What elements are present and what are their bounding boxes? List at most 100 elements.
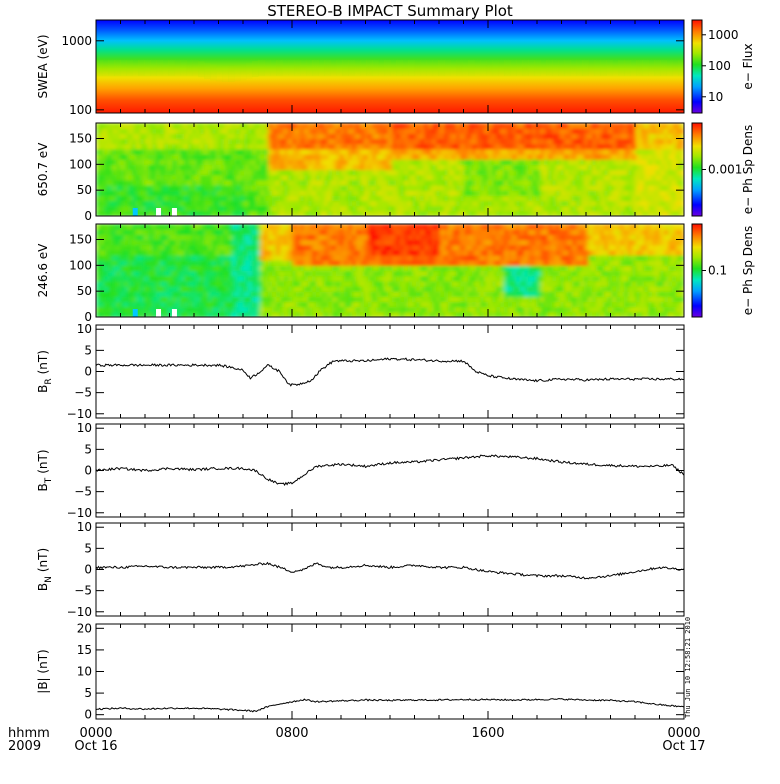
swea-cell: [498, 60, 505, 76]
pad-650-panel-cell: [384, 159, 389, 165]
pad-246-panel-cell: [220, 255, 225, 261]
pad-246-panel-cell: [484, 275, 489, 282]
pad-246-panel-cell: [296, 234, 301, 241]
pad-246-panel-cell: [396, 286, 401, 292]
pad-650-panel-cell: [600, 138, 605, 145]
pad-246-panel-cell: [500, 224, 505, 230]
pad-246-panel-cell: [340, 249, 345, 256]
pad-650-panel-cell: [116, 143, 121, 150]
pad-650-panel-cell: [476, 148, 481, 155]
pad-246-panel-cell: [408, 229, 413, 235]
pad-650-panel-cell: [392, 200, 397, 207]
pad-650-panel-cell: [568, 205, 573, 212]
pad-650-panel-cell: [284, 195, 289, 202]
pad-246-panel-cell: [212, 280, 217, 287]
pad-650-panel-cell: [472, 190, 477, 196]
pad-650-panel-cell: [668, 190, 673, 196]
pad-246-panel-cell: [268, 244, 273, 251]
pad-650-panel-cell: [280, 128, 285, 134]
pad-246-panel-cell: [540, 239, 545, 246]
swea-cell: [438, 60, 445, 76]
pad-246-panel-cell: [548, 306, 553, 313]
pad-650-panel-cell: [568, 133, 573, 140]
pad-650-panel-cell: [576, 143, 581, 150]
pad-246-panel-cell: [136, 291, 141, 297]
pad-650-panel-cell: [596, 133, 601, 140]
pad-650-panel-cell: [460, 205, 465, 212]
pad-650-panel-cell: [120, 190, 125, 196]
pad-650-panel-cell: [656, 174, 661, 181]
pad-246-panel-cell: [292, 286, 297, 292]
pad-650-panel-cell: [592, 169, 597, 176]
pad-650-panel-cell: [432, 123, 437, 129]
pad-650-panel-cell: [244, 169, 249, 176]
pad-650-panel-cell: [328, 138, 333, 145]
pad-650-panel-cell: [288, 159, 293, 165]
pad-650-panel-cell: [448, 205, 453, 212]
pad-246-panel-cell: [488, 249, 493, 256]
pad-246-panel-cell: [256, 296, 261, 303]
pad-650-panel-cell: [208, 154, 213, 160]
pad-650-panel-cell: [648, 185, 653, 191]
pad-246-panel-cell: [144, 244, 149, 251]
pad-650-panel-cell: [440, 128, 445, 134]
pad-246-panel-cell: [216, 260, 221, 266]
pad-650-panel-cell: [576, 190, 581, 196]
pad-650-panel-cell: [132, 169, 137, 176]
pad-246-panel-cell: [128, 280, 133, 287]
pad-650-panel-cell: [304, 205, 309, 212]
pad-650-panel-cell: [224, 123, 229, 129]
pad-246-panel-cell: [176, 270, 181, 277]
pad-650-panel-cell: [176, 138, 181, 145]
pad-246-panel-cell: [476, 234, 481, 241]
pad-246-panel-cell: [480, 306, 485, 313]
pad-650-panel-cell: [456, 159, 461, 165]
pad-650-panel-cell: [120, 169, 125, 176]
pad-650-panel-cell: [380, 154, 385, 160]
pad-246-panel-cell: [536, 291, 541, 297]
pad-650-panel-cell: [380, 164, 385, 171]
pad-246-panel-cell: [380, 224, 385, 230]
pad-650-panel-cell: [680, 128, 684, 134]
pad-650-panel-cell: [612, 123, 617, 129]
pad-246-panel-cell: [288, 275, 293, 282]
pad-246-panel-cell: [372, 229, 377, 235]
pad-650-panel-cell: [552, 148, 557, 155]
pad-246-panel-cell: [160, 291, 165, 297]
pad-246-panel-cell: [328, 280, 333, 287]
pad-650-panel-cell: [356, 200, 361, 207]
pad-650-panel-cell: [108, 154, 113, 160]
pad-650-panel-cell: [568, 154, 573, 160]
pad-246-panel-cell: [496, 301, 501, 308]
pad-650-panel-cell: [104, 179, 109, 186]
pad-650-panel-cell: [516, 123, 521, 129]
pad-246-panel-cell: [188, 306, 193, 313]
pad-246-panel-cell: [228, 275, 233, 282]
pad-246-panel-cell: [400, 234, 405, 241]
pad-650-panel-cell: [216, 174, 221, 181]
pad-650-panel-cell: [404, 190, 409, 196]
pad-650-panel-cell: [244, 143, 249, 150]
pad-246-panel-cell: [372, 275, 377, 282]
swea-cell: [660, 60, 667, 76]
pad-246-panel-cell: [204, 275, 209, 282]
pad-246-panel-cell: [556, 224, 561, 230]
pad-246-panel-cell: [228, 311, 233, 317]
pad-650-panel-cell: [636, 169, 641, 176]
pad-246-panel-cell: [128, 311, 133, 317]
pad-650-panel-cell: [440, 143, 445, 150]
pad-246-panel-cell: [168, 286, 173, 292]
pad-246-panel-cell: [448, 265, 453, 272]
pad-650-panel-cell: [620, 179, 625, 186]
pad-650-panel-cell: [372, 133, 377, 140]
pad-650-panel-cell: [680, 210, 684, 216]
pad-650-panel-cell: [636, 185, 641, 191]
pad-246-panel-cell: [160, 244, 165, 251]
pad-650-panel-cell: [616, 174, 621, 181]
pad-650-panel-cell: [276, 195, 281, 202]
pad-650-panel-cell: [136, 143, 141, 150]
pad-650-panel-cell: [668, 174, 673, 181]
pad-246-panel-cell: [452, 255, 457, 261]
pad-246-panel-cell: [96, 301, 101, 308]
pad-246-panel-cell: [272, 229, 277, 235]
